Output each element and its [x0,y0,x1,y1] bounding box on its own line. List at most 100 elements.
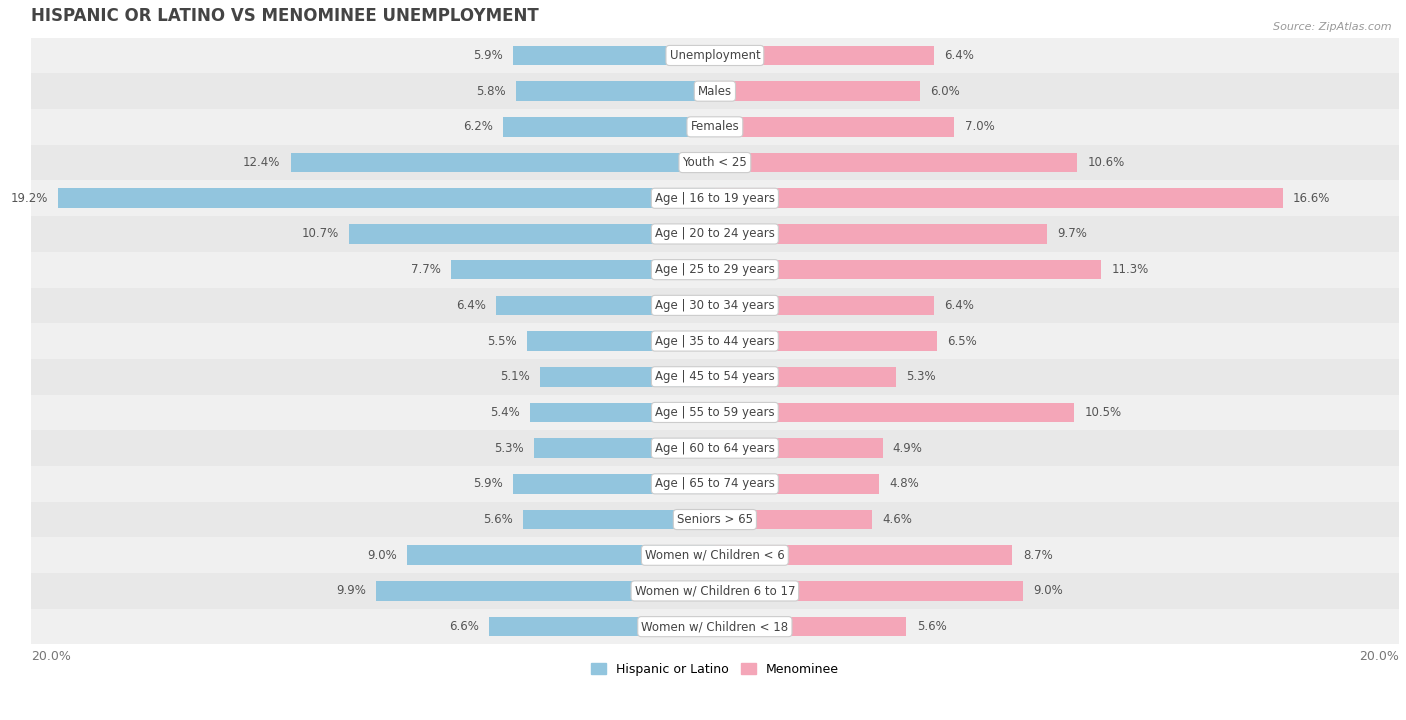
Text: Age | 35 to 44 years: Age | 35 to 44 years [655,335,775,348]
Bar [31,431,1399,466]
Text: 5.9%: 5.9% [472,49,503,62]
Bar [714,81,920,101]
Bar [503,117,714,137]
Text: 5.4%: 5.4% [491,406,520,419]
Bar [714,153,1077,172]
Text: 9.0%: 9.0% [367,549,396,562]
Bar [714,260,1101,279]
Bar [31,502,1399,537]
Bar [31,395,1399,431]
Bar [31,109,1399,145]
Text: 10.6%: 10.6% [1088,156,1125,169]
Text: 10.5%: 10.5% [1084,406,1122,419]
Bar [714,581,1022,600]
Bar [523,510,714,529]
Text: 4.6%: 4.6% [883,513,912,526]
Text: 9.0%: 9.0% [1033,585,1063,598]
Text: Source: ZipAtlas.com: Source: ZipAtlas.com [1274,22,1392,32]
Text: 11.3%: 11.3% [1112,263,1149,276]
Text: 7.7%: 7.7% [412,263,441,276]
Bar [291,153,714,172]
Text: Youth < 25: Youth < 25 [682,156,747,169]
Text: 7.0%: 7.0% [965,120,994,133]
Text: Age | 30 to 34 years: Age | 30 to 34 years [655,299,775,312]
Bar [377,581,714,600]
Bar [31,37,1399,73]
Bar [489,617,714,636]
Bar [58,189,714,208]
Text: Women w/ Children 6 to 17: Women w/ Children 6 to 17 [634,585,796,598]
Text: 20.0%: 20.0% [31,650,70,663]
Bar [714,224,1046,244]
Text: 5.3%: 5.3% [907,370,936,383]
Bar [451,260,714,279]
Bar [31,287,1399,323]
Bar [714,117,955,137]
Text: Age | 55 to 59 years: Age | 55 to 59 years [655,406,775,419]
Text: 12.4%: 12.4% [243,156,280,169]
Text: 6.4%: 6.4% [943,299,974,312]
Text: Age | 65 to 74 years: Age | 65 to 74 years [655,477,775,490]
Text: 10.7%: 10.7% [301,228,339,240]
Text: 5.5%: 5.5% [486,335,516,348]
Bar [533,438,714,458]
Bar [513,45,714,66]
Bar [714,331,938,351]
Text: Age | 60 to 64 years: Age | 60 to 64 years [655,441,775,454]
Bar [31,73,1399,109]
Text: 5.9%: 5.9% [472,477,503,490]
Text: 6.2%: 6.2% [463,120,492,133]
Text: Age | 16 to 19 years: Age | 16 to 19 years [655,192,775,204]
Text: 5.6%: 5.6% [484,513,513,526]
Bar [31,216,1399,252]
Text: 5.8%: 5.8% [477,85,506,98]
Bar [31,573,1399,609]
Text: Females: Females [690,120,740,133]
Bar [527,331,714,351]
Bar [714,45,934,66]
Text: 6.4%: 6.4% [943,49,974,62]
Bar [714,617,907,636]
Bar [530,402,714,422]
Bar [516,81,714,101]
Bar [31,252,1399,287]
Text: Males: Males [697,85,733,98]
Legend: Hispanic or Latino, Menominee: Hispanic or Latino, Menominee [586,658,844,680]
Text: 20.0%: 20.0% [1360,650,1399,663]
Text: 16.6%: 16.6% [1294,192,1330,204]
Text: 6.6%: 6.6% [449,620,479,633]
Text: HISPANIC OR LATINO VS MENOMINEE UNEMPLOYMENT: HISPANIC OR LATINO VS MENOMINEE UNEMPLOY… [31,7,538,25]
Bar [714,402,1074,422]
Text: Seniors > 65: Seniors > 65 [676,513,752,526]
Bar [714,510,872,529]
Bar [31,466,1399,502]
Text: 6.4%: 6.4% [456,299,485,312]
Text: Women w/ Children < 18: Women w/ Children < 18 [641,620,789,633]
Text: 4.9%: 4.9% [893,441,922,454]
Bar [406,546,714,565]
Bar [714,189,1282,208]
Bar [31,537,1399,573]
Text: Age | 25 to 29 years: Age | 25 to 29 years [655,263,775,276]
Bar [714,438,883,458]
Bar [31,359,1399,395]
Bar [714,367,896,387]
Text: 19.2%: 19.2% [10,192,48,204]
Text: Women w/ Children < 6: Women w/ Children < 6 [645,549,785,562]
Text: Unemployment: Unemployment [669,49,761,62]
Bar [714,546,1012,565]
Bar [31,145,1399,181]
Text: 6.5%: 6.5% [948,335,977,348]
Text: Age | 45 to 54 years: Age | 45 to 54 years [655,370,775,383]
Bar [714,474,879,494]
Text: 5.3%: 5.3% [494,441,523,454]
Text: 6.0%: 6.0% [931,85,960,98]
Bar [31,323,1399,359]
Bar [31,609,1399,644]
Text: Age | 20 to 24 years: Age | 20 to 24 years [655,228,775,240]
Bar [349,224,714,244]
Text: 9.9%: 9.9% [336,585,366,598]
Bar [513,474,714,494]
Text: 5.1%: 5.1% [501,370,530,383]
Bar [714,295,934,315]
